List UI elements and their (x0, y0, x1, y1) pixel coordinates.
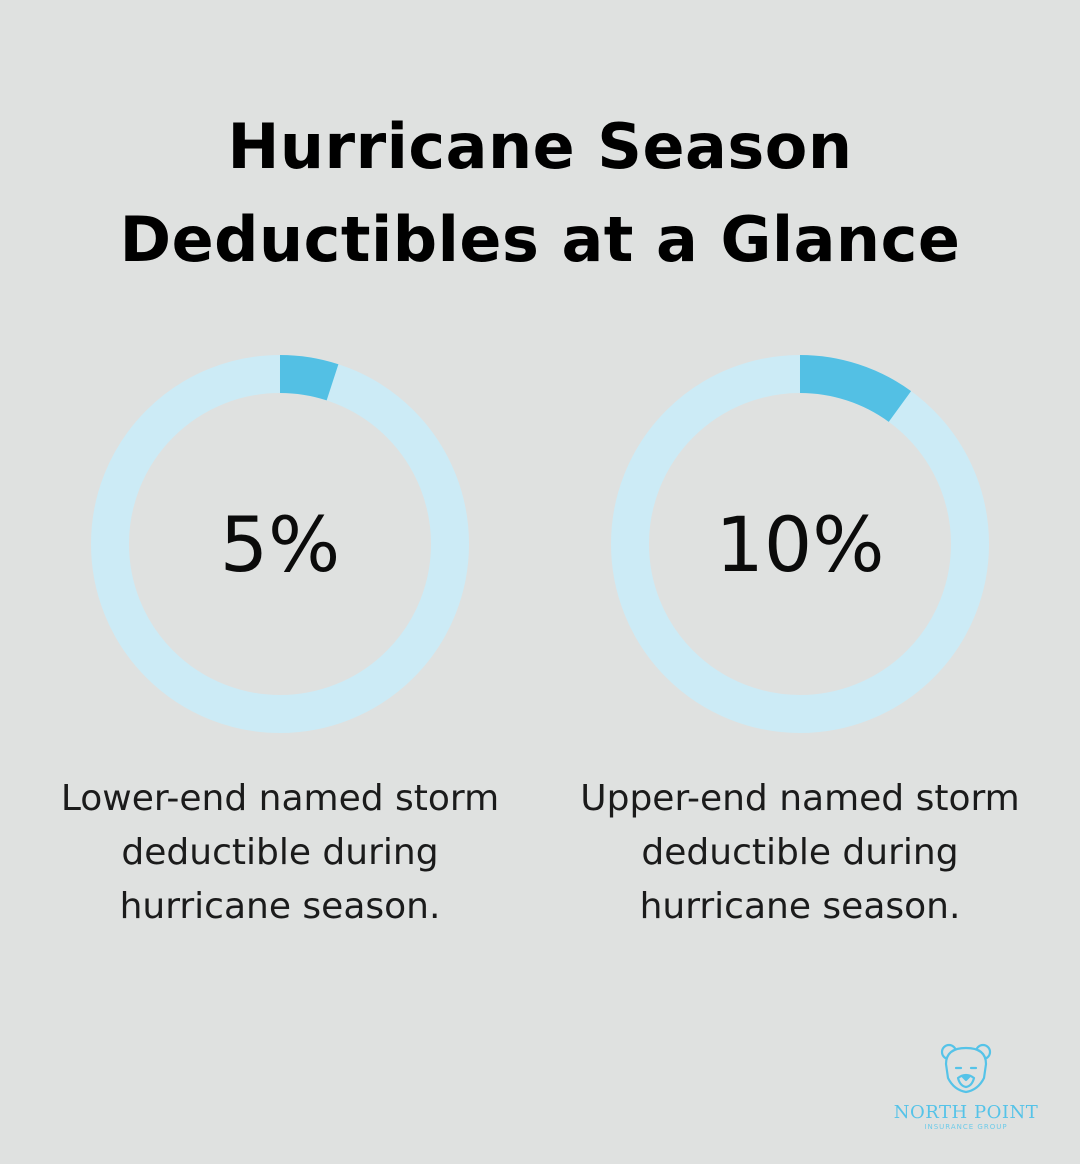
logo-name: NORTH POINT (893, 1102, 1039, 1123)
donut-value-lower: 5% (219, 499, 341, 589)
caption-upper-line-1: Upper-end named storm (580, 778, 1020, 819)
donut-svg-lower (91, 355, 469, 733)
caption-lower-line-3: hurricane season. (119, 886, 441, 927)
donut-arc-upper (799, 355, 912, 423)
caption-upper-line-2: deductible during (641, 832, 959, 873)
brand-logo: NORTH POINT INSURANCE GROUP (886, 1042, 1046, 1132)
donut-chart-lower: 5% (91, 355, 469, 733)
caption-upper-line-3: hurricane season. (639, 886, 961, 927)
donut-arc-lower (279, 355, 339, 401)
title-line-1: Hurricane Season (227, 110, 853, 183)
title-line-2: Deductibles at a Glance (119, 203, 961, 276)
caption-upper: Upper-end named storm deductible during … (550, 772, 1050, 934)
caption-lower: Lower-end named storm deductible during … (30, 772, 530, 934)
donut-chart-upper: 10% (611, 355, 989, 733)
donut-svg-upper (611, 355, 989, 733)
donut-value-upper: 10% (715, 499, 885, 589)
logo-subtitle: INSURANCE GROUP (924, 1123, 1008, 1131)
caption-lower-line-1: Lower-end named storm (60, 778, 500, 819)
caption-lower-line-2: deductible during (121, 832, 439, 873)
bear-head-icon (940, 1043, 992, 1094)
page-title: Hurricane Season Deductibles at a Glance (0, 100, 1080, 286)
